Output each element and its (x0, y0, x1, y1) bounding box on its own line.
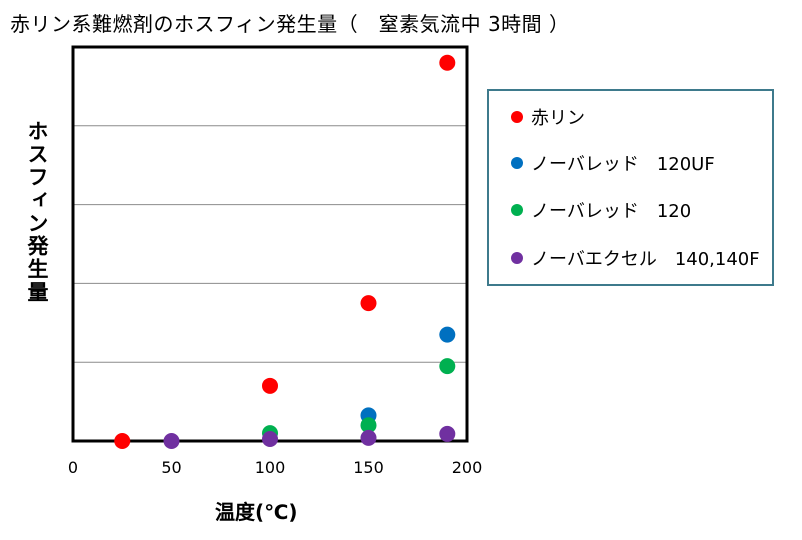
legend-item-series-0: 赤リン (511, 105, 585, 129)
legend-label: 赤リン (531, 108, 585, 129)
legend-item-series-1: ノーバレッド 120UF (511, 151, 715, 175)
legend-label: ノーバエクセル 140,140F (531, 249, 760, 270)
data-point-series-2 (360, 417, 377, 434)
data-point-series-0 (439, 54, 456, 71)
data-point-series-3 (360, 429, 377, 446)
legend-marker-purple (511, 252, 523, 264)
data-point-series-3 (262, 431, 278, 448)
data-point-series-3 (439, 425, 456, 442)
legend: 赤リン ノーバレッド 120UF ノーバレッド 120 ノーバエクセル 140,… (487, 89, 774, 286)
y-axis-label: ホスフィン発生量 (25, 120, 49, 304)
data-point-series-0 (360, 295, 377, 312)
x-tick-label: 200 (452, 458, 483, 477)
data-point-series-3 (163, 433, 180, 449)
x-axis-label: 温度(℃) (215, 500, 298, 524)
legend-marker-green (511, 204, 523, 216)
x-tick-label: 50 (161, 458, 181, 477)
x-tick-label: 0 (68, 458, 78, 477)
legend-label: ノーバレッド 120UF (531, 154, 715, 175)
x-tick-label: 100 (255, 458, 286, 477)
legend-label: ノーバレッド 120 (531, 201, 692, 222)
legend-marker-blue (511, 157, 523, 169)
legend-item-series-3: ノーバエクセル 140,140F (511, 246, 760, 270)
data-point-series-2 (439, 358, 456, 375)
data-point-series-0 (262, 377, 278, 394)
data-point-series-1 (439, 326, 456, 343)
chart-title: 赤リン系難燃剤のホスフィン発生量（ 窒素気流中 3時間 ） (10, 12, 570, 36)
x-tick-label: 150 (353, 458, 384, 477)
legend-item-series-2: ノーバレッド 120 (511, 198, 691, 222)
legend-marker-red (511, 111, 523, 123)
data-point-series-0 (114, 433, 131, 449)
